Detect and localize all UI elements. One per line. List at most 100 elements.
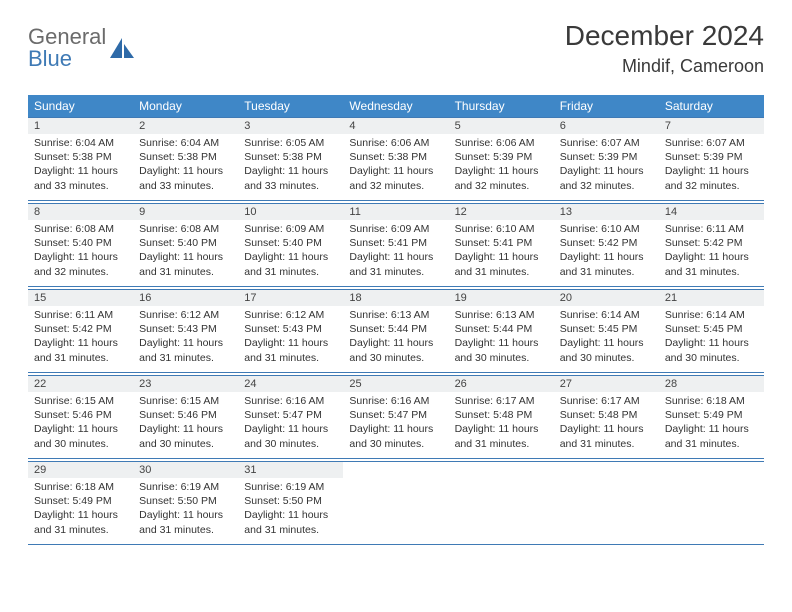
daylight-text: Daylight: 11 hours and 31 minutes.: [244, 250, 337, 278]
dow-fri: Friday: [554, 95, 659, 117]
day-cell: 22Sunrise: 6:15 AMSunset: 5:46 PMDayligh…: [28, 376, 133, 458]
day-cell: 24Sunrise: 6:16 AMSunset: 5:47 PMDayligh…: [238, 376, 343, 458]
sunset-text: Sunset: 5:42 PM: [34, 322, 127, 336]
daylight-text: Daylight: 11 hours and 31 minutes.: [560, 422, 653, 450]
sunrise-text: Sunrise: 6:09 AM: [244, 222, 337, 236]
day-cell: 8Sunrise: 6:08 AMSunset: 5:40 PMDaylight…: [28, 204, 133, 286]
day-details: Sunrise: 6:10 AMSunset: 5:42 PMDaylight:…: [554, 220, 659, 283]
sunrise-text: Sunrise: 6:19 AM: [244, 480, 337, 494]
day-number: 8: [28, 204, 133, 220]
day-details: Sunrise: 6:04 AMSunset: 5:38 PMDaylight:…: [133, 134, 238, 197]
day-number: 27: [554, 376, 659, 392]
sunrise-text: Sunrise: 6:08 AM: [34, 222, 127, 236]
week-row: 1Sunrise: 6:04 AMSunset: 5:38 PMDaylight…: [28, 117, 764, 201]
week-row: 29Sunrise: 6:18 AMSunset: 5:49 PMDayligh…: [28, 461, 764, 545]
sunset-text: Sunset: 5:38 PM: [349, 150, 442, 164]
day-cell: 19Sunrise: 6:13 AMSunset: 5:44 PMDayligh…: [449, 290, 554, 372]
daylight-text: Daylight: 11 hours and 31 minutes.: [349, 250, 442, 278]
sunrise-text: Sunrise: 6:11 AM: [34, 308, 127, 322]
daylight-text: Daylight: 11 hours and 30 minutes.: [244, 422, 337, 450]
day-number: 9: [133, 204, 238, 220]
day-number: 14: [659, 204, 764, 220]
day-number: 13: [554, 204, 659, 220]
day-cell: 20Sunrise: 6:14 AMSunset: 5:45 PMDayligh…: [554, 290, 659, 372]
daylight-text: Daylight: 11 hours and 30 minutes.: [560, 336, 653, 364]
dow-tue: Tuesday: [238, 95, 343, 117]
week-row: 15Sunrise: 6:11 AMSunset: 5:42 PMDayligh…: [28, 289, 764, 373]
day-number: 2: [133, 118, 238, 134]
day-cell: 14Sunrise: 6:11 AMSunset: 5:42 PMDayligh…: [659, 204, 764, 286]
daylight-text: Daylight: 11 hours and 30 minutes.: [34, 422, 127, 450]
sunrise-text: Sunrise: 6:12 AM: [244, 308, 337, 322]
calendar-page: General Blue December 2024 Mindif, Camer…: [0, 0, 792, 567]
daylight-text: Daylight: 11 hours and 30 minutes.: [349, 422, 442, 450]
title-block: December 2024 Mindif, Cameroon: [565, 20, 764, 77]
day-number: 3: [238, 118, 343, 134]
sunrise-text: Sunrise: 6:14 AM: [560, 308, 653, 322]
day-details: Sunrise: 6:06 AMSunset: 5:38 PMDaylight:…: [343, 134, 448, 197]
sunset-text: Sunset: 5:45 PM: [665, 322, 758, 336]
sunrise-text: Sunrise: 6:15 AM: [139, 394, 232, 408]
sunset-text: Sunset: 5:47 PM: [349, 408, 442, 422]
daylight-text: Daylight: 11 hours and 30 minutes.: [455, 336, 548, 364]
day-number: 20: [554, 290, 659, 306]
sunrise-text: Sunrise: 6:12 AM: [139, 308, 232, 322]
day-details: Sunrise: 6:06 AMSunset: 5:39 PMDaylight:…: [449, 134, 554, 197]
day-details: Sunrise: 6:09 AMSunset: 5:41 PMDaylight:…: [343, 220, 448, 283]
sunset-text: Sunset: 5:47 PM: [244, 408, 337, 422]
daylight-text: Daylight: 11 hours and 33 minutes.: [34, 164, 127, 192]
day-number: 21: [659, 290, 764, 306]
sunset-text: Sunset: 5:40 PM: [139, 236, 232, 250]
day-number: 29: [28, 462, 133, 478]
day-number: 11: [343, 204, 448, 220]
day-cell: 10Sunrise: 6:09 AMSunset: 5:40 PMDayligh…: [238, 204, 343, 286]
day-cell: 30Sunrise: 6:19 AMSunset: 5:50 PMDayligh…: [133, 462, 238, 544]
sunrise-text: Sunrise: 6:10 AM: [455, 222, 548, 236]
week-row: 8Sunrise: 6:08 AMSunset: 5:40 PMDaylight…: [28, 203, 764, 287]
day-cell: 9Sunrise: 6:08 AMSunset: 5:40 PMDaylight…: [133, 204, 238, 286]
brand-text: General Blue: [28, 26, 106, 70]
day-details: Sunrise: 6:12 AMSunset: 5:43 PMDaylight:…: [238, 306, 343, 369]
dow-thu: Thursday: [449, 95, 554, 117]
sunset-text: Sunset: 5:43 PM: [139, 322, 232, 336]
dow-sat: Saturday: [659, 95, 764, 117]
daylight-text: Daylight: 11 hours and 31 minutes.: [34, 336, 127, 364]
sunrise-text: Sunrise: 6:07 AM: [665, 136, 758, 150]
daylight-text: Daylight: 11 hours and 31 minutes.: [455, 250, 548, 278]
sunrise-text: Sunrise: 6:15 AM: [34, 394, 127, 408]
sunset-text: Sunset: 5:40 PM: [34, 236, 127, 250]
day-number: 18: [343, 290, 448, 306]
day-details: Sunrise: 6:16 AMSunset: 5:47 PMDaylight:…: [238, 392, 343, 455]
day-cell: [449, 462, 554, 544]
month-title: December 2024: [565, 20, 764, 52]
day-cell: 7Sunrise: 6:07 AMSunset: 5:39 PMDaylight…: [659, 118, 764, 200]
sunset-text: Sunset: 5:49 PM: [34, 494, 127, 508]
day-cell: 15Sunrise: 6:11 AMSunset: 5:42 PMDayligh…: [28, 290, 133, 372]
day-cell: 17Sunrise: 6:12 AMSunset: 5:43 PMDayligh…: [238, 290, 343, 372]
sunset-text: Sunset: 5:50 PM: [139, 494, 232, 508]
daylight-text: Daylight: 11 hours and 32 minutes.: [665, 164, 758, 192]
day-number: 16: [133, 290, 238, 306]
daylight-text: Daylight: 11 hours and 30 minutes.: [665, 336, 758, 364]
day-cell: 4Sunrise: 6:06 AMSunset: 5:38 PMDaylight…: [343, 118, 448, 200]
daylight-text: Daylight: 11 hours and 31 minutes.: [455, 422, 548, 450]
day-details: Sunrise: 6:13 AMSunset: 5:44 PMDaylight:…: [449, 306, 554, 369]
day-details: Sunrise: 6:14 AMSunset: 5:45 PMDaylight:…: [659, 306, 764, 369]
dow-mon: Monday: [133, 95, 238, 117]
day-details: Sunrise: 6:12 AMSunset: 5:43 PMDaylight:…: [133, 306, 238, 369]
sunset-text: Sunset: 5:46 PM: [34, 408, 127, 422]
day-details: Sunrise: 6:07 AMSunset: 5:39 PMDaylight:…: [554, 134, 659, 197]
day-number: 4: [343, 118, 448, 134]
day-cell: [659, 462, 764, 544]
weeks-container: 1Sunrise: 6:04 AMSunset: 5:38 PMDaylight…: [28, 117, 764, 545]
day-number: 23: [133, 376, 238, 392]
sunset-text: Sunset: 5:38 PM: [139, 150, 232, 164]
sunrise-text: Sunrise: 6:07 AM: [560, 136, 653, 150]
daylight-text: Daylight: 11 hours and 30 minutes.: [139, 422, 232, 450]
sunrise-text: Sunrise: 6:05 AM: [244, 136, 337, 150]
sunset-text: Sunset: 5:44 PM: [455, 322, 548, 336]
day-details: Sunrise: 6:10 AMSunset: 5:41 PMDaylight:…: [449, 220, 554, 283]
day-cell: 29Sunrise: 6:18 AMSunset: 5:49 PMDayligh…: [28, 462, 133, 544]
day-details: Sunrise: 6:18 AMSunset: 5:49 PMDaylight:…: [28, 478, 133, 541]
dow-wed: Wednesday: [343, 95, 448, 117]
